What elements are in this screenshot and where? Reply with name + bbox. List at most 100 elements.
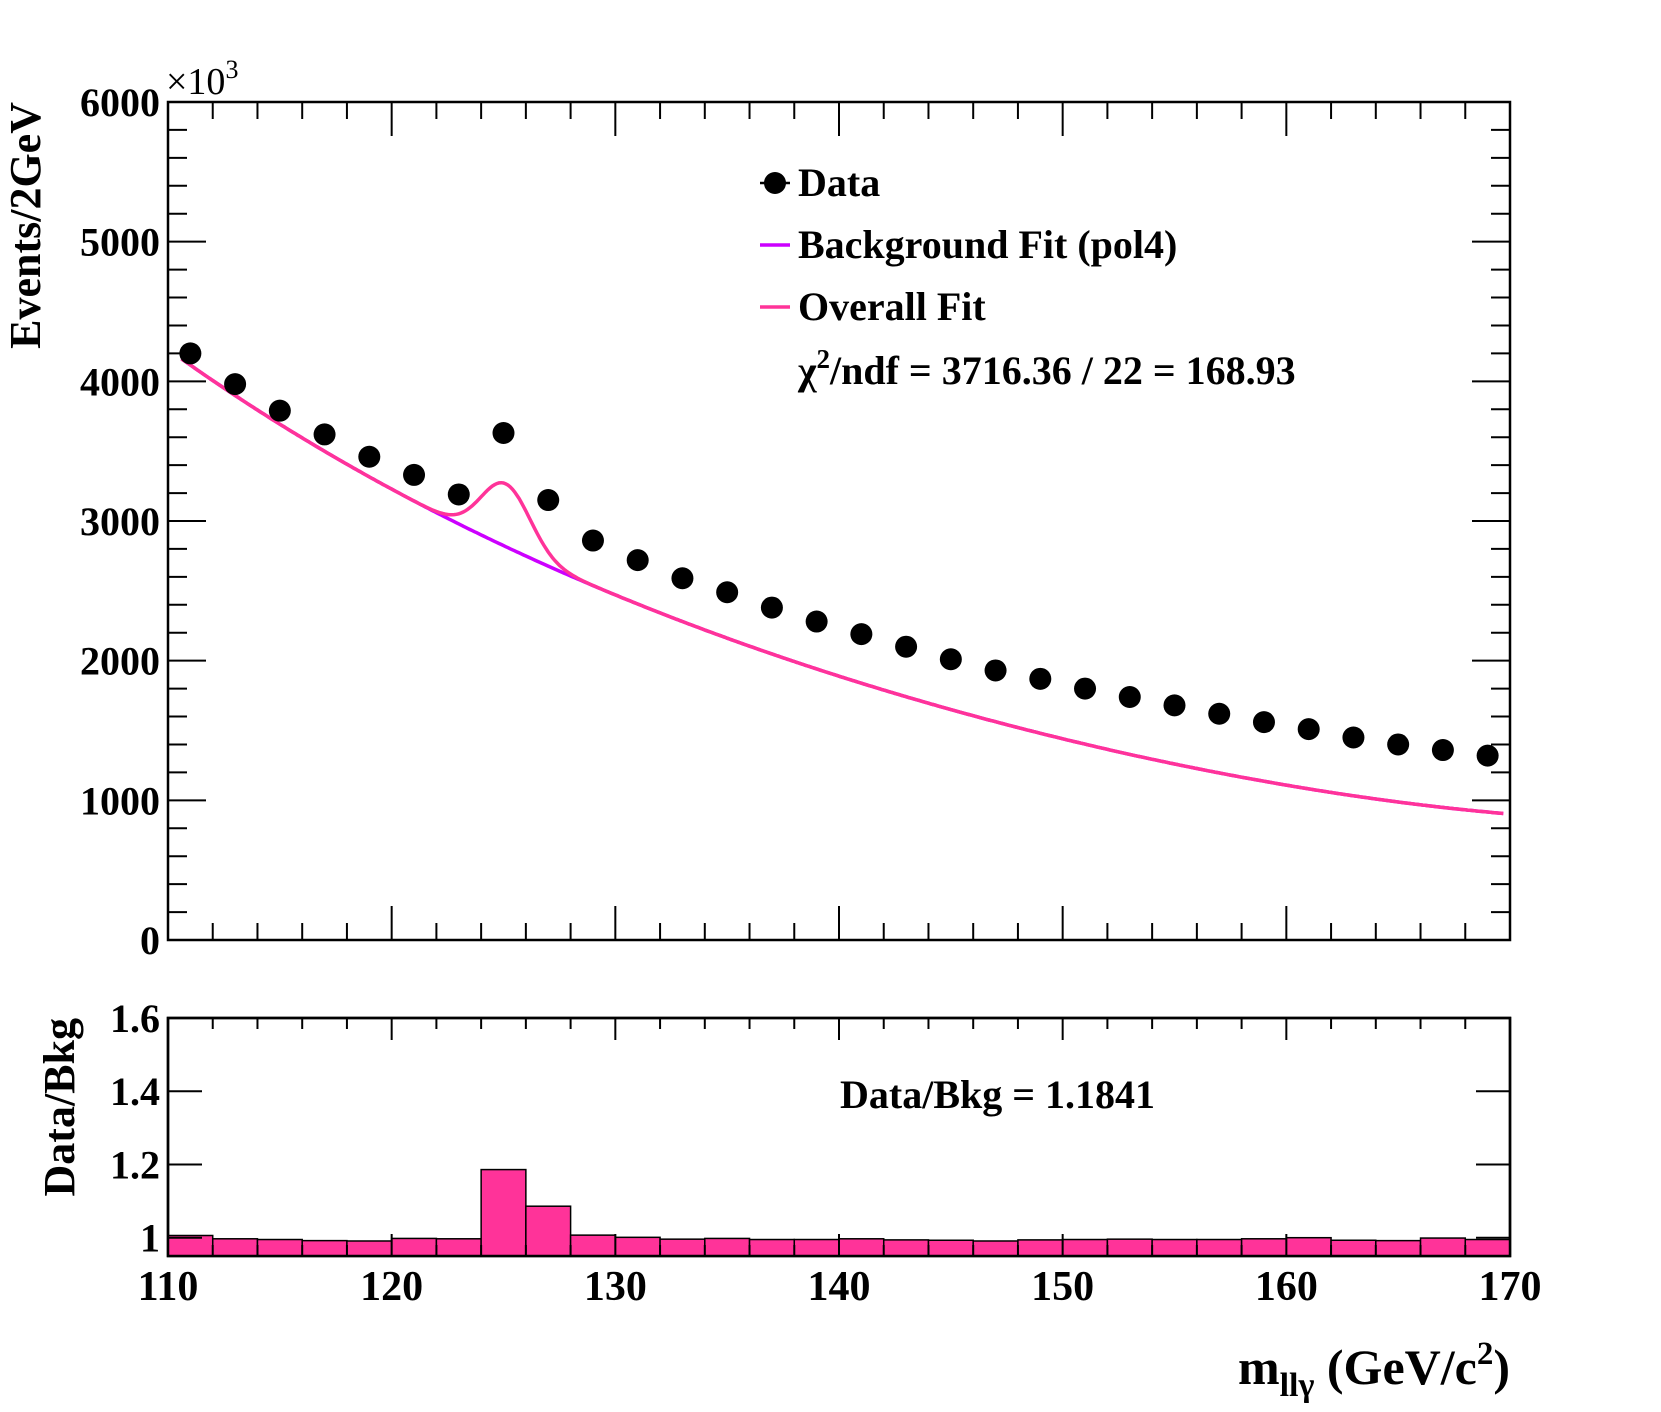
main-y-tick-label: 1000 xyxy=(80,778,160,823)
ratio-bar xyxy=(301,1239,348,1257)
data-point xyxy=(1476,744,1499,767)
x-axis-title: mllγ (GeV/c2) xyxy=(1238,1336,1510,1404)
ratio-bar xyxy=(972,1240,1019,1257)
data-point xyxy=(179,342,202,365)
legend-chi2-label: χ2/ndf = 3716.36 / 22 = 168.93 xyxy=(797,344,1296,393)
data-point xyxy=(581,529,604,552)
ratio-y-ticks: 1 1.2 1.4 1.6 xyxy=(110,996,1510,1261)
ratio-bar xyxy=(1419,1237,1467,1257)
ratio-annotation: Data/Bkg = 1.1841 xyxy=(840,1072,1155,1117)
ratio-plot-frame xyxy=(166,1016,1512,1258)
ratio-bar xyxy=(1464,1238,1511,1257)
ratio-bar xyxy=(1375,1239,1422,1257)
data-point xyxy=(805,610,828,633)
ratio-bar xyxy=(838,1238,885,1257)
ratio-bar xyxy=(614,1236,661,1257)
data-point xyxy=(224,373,247,396)
legend-data-marker xyxy=(764,172,786,194)
data-point xyxy=(1029,667,1052,690)
data-point xyxy=(671,567,694,590)
ratio-bar xyxy=(1061,1238,1109,1257)
data-point xyxy=(1297,718,1320,741)
ratio-histogram xyxy=(167,1168,1511,1257)
data-point xyxy=(939,648,962,671)
x-tick-label: 120 xyxy=(360,1264,423,1310)
data-point xyxy=(760,596,783,619)
main-y-tick-label: 6000 xyxy=(80,80,160,125)
main-panel: 0 1000 2000 3000 4000 5000 6000 ×103 Events/2G… xyxy=(1,55,1512,963)
ratio-y-axis-title: Data/Bkg xyxy=(35,1018,84,1196)
x-tick-label: 110 xyxy=(138,1264,199,1310)
x-tick-label: 170 xyxy=(1479,1264,1542,1310)
legend-background-label: Background Fit (pol4) xyxy=(798,222,1177,267)
ratio-y-tick-label: 1.2 xyxy=(110,1142,160,1187)
data-point xyxy=(626,549,649,572)
ratio-bar xyxy=(1285,1236,1332,1257)
legend: Data Background Fit (pol4) Overall Fit χ… xyxy=(760,160,1296,393)
data-points xyxy=(179,342,1499,767)
data-point xyxy=(268,399,291,422)
data-point xyxy=(895,635,918,658)
data-point xyxy=(984,659,1007,682)
data-point xyxy=(537,489,560,512)
main-y-tick-label: 5000 xyxy=(80,220,160,265)
data-point xyxy=(358,445,381,468)
x-tick-label: 160 xyxy=(1255,1264,1318,1310)
legend-data-label: Data xyxy=(798,160,880,205)
ratio-bar xyxy=(569,1234,617,1257)
ratio-bar xyxy=(390,1237,438,1257)
data-point xyxy=(403,463,426,486)
x-tick-label: 130 xyxy=(584,1264,647,1310)
data-point xyxy=(716,581,739,604)
data-point xyxy=(1252,711,1275,734)
ratio-bar xyxy=(793,1238,840,1257)
data-point xyxy=(1118,685,1141,708)
data-point xyxy=(1208,702,1231,725)
data-point xyxy=(1431,739,1454,762)
data-point xyxy=(1387,733,1410,756)
ratio-bar xyxy=(1196,1238,1243,1257)
main-y-tick-label: 3000 xyxy=(80,499,160,544)
ratio-x-ticks: 110 120 130 140 150 160 170 xyxy=(138,1018,1542,1310)
main-y-tick-label: 0 xyxy=(140,918,160,963)
x-tick-label: 140 xyxy=(808,1264,871,1310)
ratio-bar xyxy=(1017,1239,1064,1257)
ratio-bar xyxy=(1330,1239,1377,1257)
main-x-ticks xyxy=(167,102,1511,940)
ratio-bar xyxy=(480,1168,527,1257)
ratio-bar xyxy=(1240,1238,1288,1257)
main-y-tick-label: 4000 xyxy=(80,359,160,404)
x-tick-label: 150 xyxy=(1031,1264,1094,1310)
ratio-bar xyxy=(704,1237,751,1257)
ratio-y-tick-label: 1 xyxy=(140,1216,160,1261)
ratio-bar xyxy=(748,1238,796,1257)
ratio-y-tick-label: 1.4 xyxy=(110,1069,160,1114)
main-y-axis-title: Events/2GeV xyxy=(1,102,50,349)
legend-overall-label: Overall Fit xyxy=(798,284,986,329)
data-point xyxy=(850,623,873,646)
y-exponent-label: ×103 xyxy=(166,55,238,103)
ratio-bar xyxy=(211,1238,259,1257)
ratio-bar xyxy=(659,1238,706,1257)
ratio-bar xyxy=(882,1239,930,1257)
ratio-bar xyxy=(256,1238,303,1257)
data-point xyxy=(1074,677,1097,700)
overall-fit-curve xyxy=(180,357,1504,816)
main-y-tick-label: 2000 xyxy=(80,639,160,684)
ratio-bar xyxy=(346,1240,393,1257)
data-point xyxy=(447,483,470,506)
data-point xyxy=(1342,726,1365,749)
data-point xyxy=(1163,694,1186,717)
data-point xyxy=(313,423,336,446)
data-point xyxy=(492,422,515,445)
main-y-ticks: 0 1000 2000 3000 4000 5000 6000 xyxy=(80,80,1510,963)
ratio-bar xyxy=(1151,1238,1198,1257)
ratio-bar xyxy=(525,1205,572,1257)
fit-curves xyxy=(180,357,1504,816)
ratio-panel: 1 1.2 1.4 1.6 110 120 130 140 150 160 170 Data/Bk… xyxy=(35,996,1542,1404)
main-plot-frame xyxy=(166,100,1512,942)
ratio-y-tick-label: 1.6 xyxy=(110,996,160,1041)
ratio-bar xyxy=(927,1239,974,1257)
ratio-bar xyxy=(1106,1238,1153,1257)
